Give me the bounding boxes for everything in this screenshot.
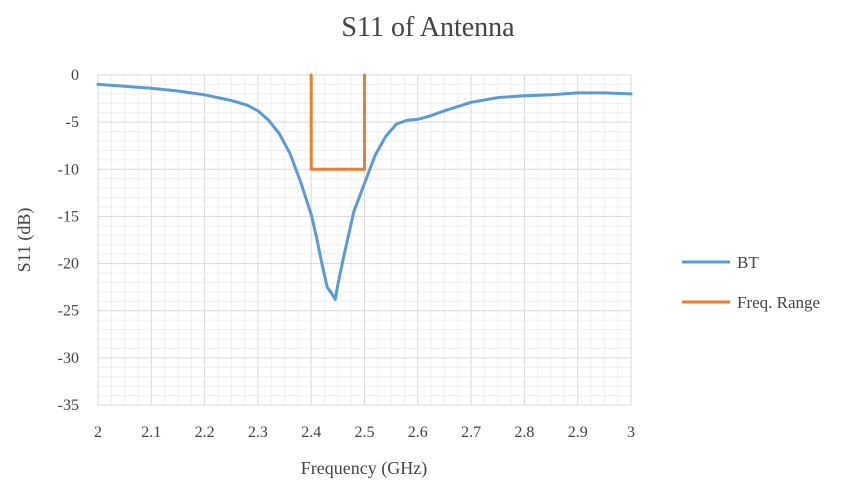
y-axis-ticks: 0 -5 -10 -15 -20 -25 -30 -35 — [58, 67, 79, 414]
y-tick-label: -30 — [58, 350, 79, 367]
y-axis-label: S11 (dB) — [14, 208, 35, 273]
x-tick-label: 2.7 — [461, 424, 481, 441]
y-tick-label: -25 — [58, 303, 79, 320]
x-tick-label: 2.9 — [568, 424, 588, 441]
y-tick-label: -20 — [58, 256, 79, 273]
x-tick-label: 2.1 — [141, 424, 161, 441]
legend-label: BT — [737, 253, 759, 272]
grid — [97, 74, 632, 406]
y-tick-label: -35 — [58, 397, 79, 414]
series-line-freq-range — [309, 73, 366, 171]
y-tick-label: -10 — [58, 161, 79, 178]
series-line-bt — [96, 82, 633, 301]
series-layer — [96, 73, 633, 301]
legend: BT Freq. Range — [682, 253, 820, 312]
y-tick-label: -5 — [66, 114, 79, 131]
x-axis-label: Frequency (GHz) — [301, 458, 427, 479]
x-tick-label: 2.4 — [301, 424, 321, 441]
x-tick-label: 2.3 — [248, 424, 268, 441]
x-axis-ticks: 2 2.1 2.2 2.3 2.4 2.5 2.6 2.7 2.8 2.9 3 — [94, 424, 635, 441]
x-tick-label: 2 — [94, 424, 102, 441]
legend-label: Freq. Range — [737, 293, 820, 312]
chart-title: S11 of Antenna — [341, 12, 515, 43]
y-tick-label: -15 — [58, 208, 79, 225]
y-tick-label: 0 — [71, 67, 79, 84]
x-tick-label: 2.5 — [355, 424, 375, 441]
x-tick-label: 2.8 — [514, 424, 534, 441]
x-tick-label: 2.2 — [195, 424, 215, 441]
x-tick-label: 3 — [627, 424, 635, 441]
x-tick-label: 2.6 — [408, 424, 428, 441]
